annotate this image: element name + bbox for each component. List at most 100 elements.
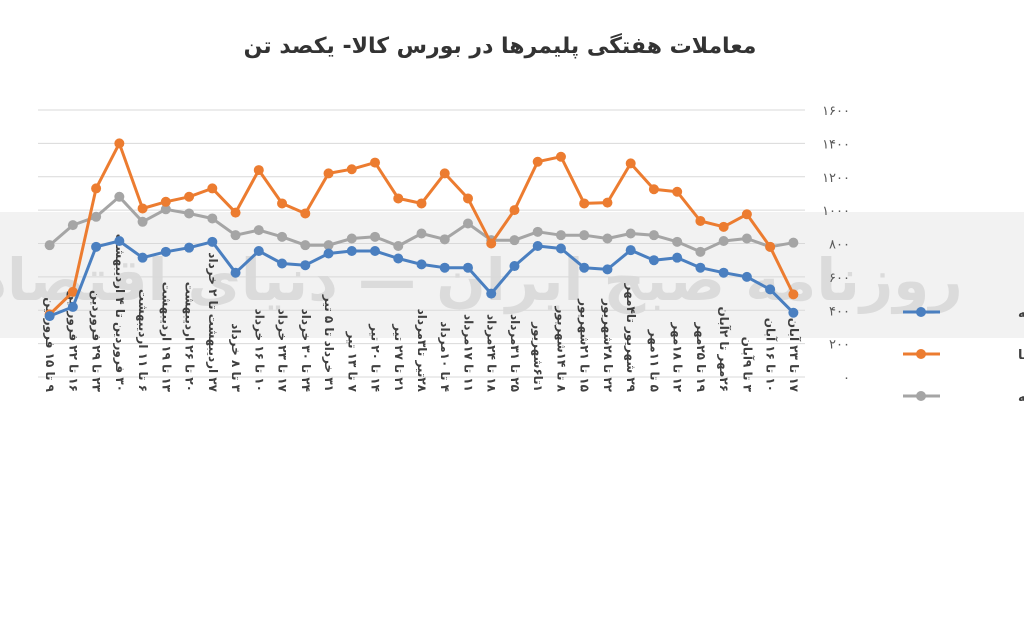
- data-point: [230, 207, 241, 218]
- data-point: [300, 260, 311, 271]
- x-axis-ticks: ۹ تا ۱۵ فروردین ۱۶ تا ۲۲ فروردین ۲۳ تا ۲۹ …: [42, 234, 802, 393]
- data-point: [160, 204, 171, 215]
- x-tick-label: ۲۲ تا ۲۸شهریور: [600, 298, 615, 392]
- data-point: [695, 246, 706, 257]
- data-point: [207, 183, 218, 194]
- y-tick-label: ۰: [843, 371, 850, 386]
- y-tick-label: ۱۶۰۰: [822, 104, 850, 119]
- legend-swatch-marker: [916, 349, 926, 359]
- data-point: [579, 230, 590, 241]
- data-point: [416, 259, 427, 270]
- data-point: [486, 288, 497, 299]
- data-point: [765, 284, 776, 295]
- x-tick-label: ۲۸تیر تا۳مرداد: [415, 309, 429, 393]
- data-point: [370, 157, 381, 168]
- data-point: [439, 262, 450, 273]
- data-point: [788, 237, 799, 248]
- data-point: [91, 211, 102, 222]
- x-tick-label: ۱۱ تا ۱۷مرداد: [461, 314, 475, 392]
- series-group: [44, 235, 799, 322]
- y-tick-label: ۱۲۰۰: [822, 171, 850, 186]
- data-point: [718, 235, 729, 246]
- data-point: [323, 248, 334, 259]
- data-point: [44, 311, 55, 322]
- data-point: [230, 267, 241, 278]
- data-point: [114, 235, 125, 246]
- data-point: [346, 233, 357, 244]
- data-point: [91, 241, 102, 252]
- x-tick-label: ۲۳ تا ۲۹ فروردین: [89, 290, 104, 393]
- y-tick-label: ۶۰۰: [829, 271, 850, 286]
- data-point: [300, 240, 311, 251]
- data-point: [439, 168, 450, 179]
- chart-title: معاملات هفتگی پلیمرها در بورس کالا- یکصد…: [244, 32, 757, 59]
- legend: حجم معامله تقاضا عرضه: [903, 306, 1024, 405]
- data-point: [532, 241, 543, 252]
- y-tick-label: ۲۰۰: [829, 338, 850, 353]
- x-tick-label: ۹ تا ۱۵ فروردین: [42, 297, 57, 392]
- x-tick-label: ۴ تا ۱۰مرداد: [438, 321, 452, 392]
- y-axis-ticks: ۰ ۲۰۰ ۴۰۰ ۶۰۰ ۸۰۰ ۱۰۰۰ ۱۲۰۰ ۱۴۰۰ ۱۶۰۰: [822, 104, 850, 386]
- data-point: [718, 221, 729, 232]
- data-point: [184, 242, 195, 253]
- data-point: [207, 213, 218, 224]
- data-point: [765, 241, 776, 252]
- data-point: [695, 215, 706, 226]
- x-tick-label: ۸ تا ۱۴شهریور: [553, 306, 568, 393]
- x-tick-label: ۲۴ تا ۳۰ خرداد: [299, 309, 313, 392]
- x-tick-label: ۱۶ تا ۲۲ فروردین: [65, 290, 80, 392]
- data-point: [648, 230, 659, 241]
- data-point: [788, 289, 799, 300]
- data-point: [648, 255, 659, 266]
- series-layer: [44, 138, 799, 322]
- y-tick-label: ۸۰۰: [829, 238, 850, 253]
- data-point: [672, 252, 683, 263]
- x-tick-label: ۱تا۶شهریور: [530, 321, 545, 392]
- data-point: [486, 238, 497, 249]
- x-tick-label: ۳۱ خرداد تا ۵ تیر: [322, 294, 336, 392]
- data-point: [230, 230, 241, 241]
- data-point: [253, 225, 264, 236]
- data-point: [277, 231, 288, 242]
- x-tick-label: ۱۷ تا ۲۳ خرداد: [276, 309, 290, 393]
- data-point: [346, 164, 357, 175]
- data-point: [160, 246, 171, 257]
- data-point: [416, 198, 427, 209]
- x-tick-label: ۳ تا ۸ خرداد: [229, 323, 243, 392]
- data-point: [579, 198, 590, 209]
- data-point: [672, 236, 683, 247]
- data-point: [277, 198, 288, 209]
- x-tick-label: ۱۲ تا ۱۸مهر: [671, 321, 685, 392]
- x-tick-label: ۲۱ تا ۲۷ تیر: [392, 323, 406, 392]
- data-point: [462, 218, 473, 229]
- x-tick-label: ۱۰ تا ۱۶ خرداد: [252, 309, 266, 392]
- data-point: [370, 246, 381, 257]
- data-point: [393, 253, 404, 264]
- data-point: [370, 231, 381, 242]
- data-point: [91, 183, 102, 194]
- data-point: [462, 262, 473, 273]
- data-point: [509, 205, 520, 216]
- data-point: [509, 261, 520, 272]
- data-point: [602, 197, 613, 208]
- data-point: [625, 228, 636, 239]
- x-tick-label: ۲۷ اردیبهشت تا ۲ خرداد: [206, 252, 220, 392]
- x-tick-label: ۶ تا ۱۱ اردیبهشت: [136, 289, 150, 392]
- data-point: [509, 235, 520, 246]
- data-point: [67, 286, 78, 297]
- data-point: [393, 193, 404, 204]
- data-point: [462, 193, 473, 204]
- data-point: [555, 151, 566, 162]
- data-point: [695, 262, 706, 273]
- data-point: [532, 156, 543, 167]
- x-tick-label: ۱۹ تا ۲۵مهر: [694, 321, 708, 392]
- data-point: [300, 208, 311, 219]
- data-point: [672, 186, 683, 197]
- x-tick-label: ۲۵ تا ۳۱مرداد: [508, 314, 522, 392]
- data-point: [67, 220, 78, 231]
- data-point: [625, 245, 636, 256]
- data-point: [346, 246, 357, 257]
- data-point: [114, 191, 125, 202]
- data-point: [184, 208, 195, 219]
